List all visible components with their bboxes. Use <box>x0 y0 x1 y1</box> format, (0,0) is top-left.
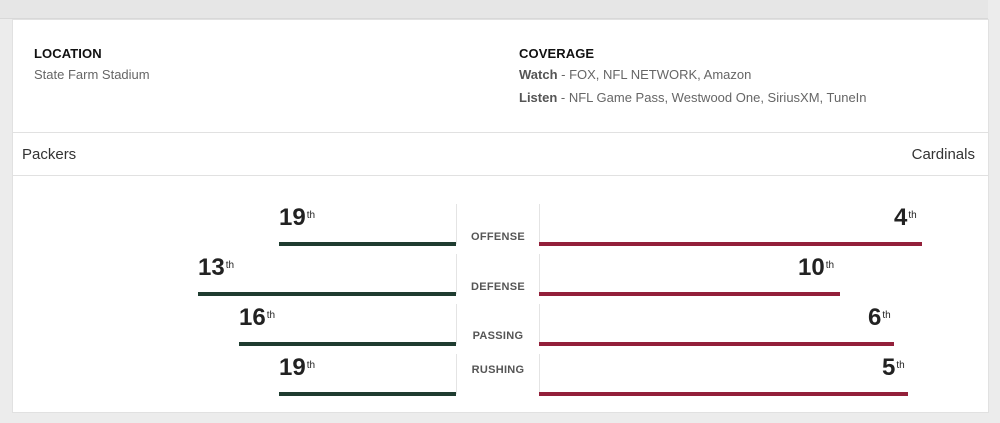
team-right-name: Cardinals <box>911 146 975 163</box>
ranking-row-offense: 19th OFFENSE 4th <box>13 198 988 246</box>
divider-left <box>456 254 457 294</box>
right-rank-bar <box>539 342 894 346</box>
left-rank: 13th <box>198 254 235 281</box>
category-label: PASSING <box>472 330 524 342</box>
divider-left <box>456 204 457 244</box>
location-title: LOCATION <box>34 46 102 61</box>
listen-value: - NFL Game Pass, Westwood One, SiriusXM,… <box>557 90 867 105</box>
ranking-row-defense: 13th DEFENSE 10th <box>13 248 988 296</box>
left-rank: 19th <box>279 354 316 381</box>
coverage-watch: Watch - FOX, NFL NETWORK, Amazon <box>519 67 867 83</box>
right-rank: 10th <box>798 254 835 281</box>
right-rank: 4th <box>894 204 917 231</box>
divider-right <box>539 304 540 344</box>
ranking-row-passing: 16th PASSING 6th <box>13 298 988 346</box>
watch-value: - FOX, NFL NETWORK, Amazon <box>557 67 752 82</box>
right-rank: 6th <box>868 304 891 331</box>
category-label: OFFENSE <box>470 231 526 243</box>
right-rank-bar <box>539 292 840 296</box>
left-rank: 16th <box>239 304 276 331</box>
coverage-title: COVERAGE <box>519 46 595 61</box>
left-rank-bar <box>279 392 456 396</box>
divider-right <box>539 204 540 244</box>
left-rank-bar <box>198 292 456 296</box>
ranking-row-rushing: 19th RUSHING 5th <box>13 348 988 396</box>
team-left-name: Packers <box>22 146 77 163</box>
game-info-card: LOCATION State Farm Stadium COVERAGE Wat… <box>12 19 989 413</box>
right-rank: 5th <box>882 354 905 381</box>
category-label: RUSHING <box>471 364 525 376</box>
watch-label: Watch <box>519 67 558 82</box>
top-strip <box>0 0 988 19</box>
left-rank-bar <box>239 342 456 346</box>
left-rank: 19th <box>279 204 316 231</box>
divider-right <box>539 354 540 394</box>
location-section: LOCATION State Farm Stadium <box>34 46 150 83</box>
divider-left <box>456 354 457 394</box>
coverage-section: COVERAGE Watch - FOX, NFL NETWORK, Amazo… <box>519 46 867 106</box>
listen-label: Listen <box>519 90 558 105</box>
coverage-listen: Listen - NFL Game Pass, Westwood One, Si… <box>519 90 867 106</box>
right-rank-bar <box>539 242 922 246</box>
teams-header: Packers Cardinals <box>13 132 988 176</box>
divider-right <box>539 254 540 294</box>
right-rank-bar <box>539 392 908 396</box>
location-value: State Farm Stadium <box>34 67 150 82</box>
divider-left <box>456 304 457 344</box>
category-label: DEFENSE <box>470 281 526 293</box>
left-rank-bar <box>279 242 456 246</box>
